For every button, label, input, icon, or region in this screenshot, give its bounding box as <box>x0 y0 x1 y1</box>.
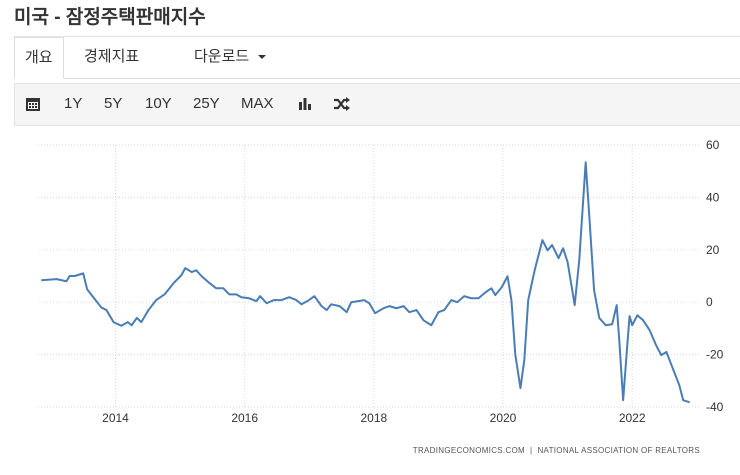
tab-label: 다운로드 <box>194 48 250 65</box>
calendar-icon[interactable] <box>25 96 41 112</box>
source-note: TRADINGECONOMICS.COM | NATIONAL ASSOCIAT… <box>413 446 700 455</box>
x-tick-label: 2016 <box>231 411 258 425</box>
x-tick-label: 2018 <box>360 411 387 425</box>
line-series <box>41 161 690 404</box>
range-button[interactable]: 10Y <box>145 95 172 112</box>
toolbar: 1Y 5Y 10Y 25Y MAX <box>14 83 740 126</box>
range-button[interactable]: 25Y <box>193 95 220 112</box>
tab[interactable]: 경제지표 <box>84 48 140 65</box>
y-tick-label: -20 <box>706 348 724 362</box>
y-tick-label: 0 <box>706 295 713 309</box>
caret <box>258 55 267 59</box>
chart: -40 -20 0 20 40 60 2014 2016 2018 2020 2022 TRADING… <box>38 138 724 455</box>
y-tick-label: 40 <box>706 190 720 204</box>
range-button[interactable]: MAX <box>241 95 274 112</box>
y-tick-label: 60 <box>706 138 720 152</box>
tab[interactable]: 다운로드 <box>194 37 267 77</box>
x-tick-label: 2022 <box>619 411 646 425</box>
shuffle-icon[interactable] <box>333 96 351 112</box>
y-tick-label: 20 <box>706 243 720 257</box>
bar-chart-icon[interactable] <box>298 97 312 111</box>
x-tick-label: 2014 <box>102 411 129 425</box>
tab-bar: 개요 경제지표 다운로드 <box>14 36 740 79</box>
range-button[interactable]: 1Y <box>64 95 83 112</box>
range-button[interactable]: 5Y <box>104 95 123 112</box>
x-tick-label: 2020 <box>490 411 517 425</box>
page-title: 미국 - 잠정주택판매지수 <box>14 7 206 28</box>
tab[interactable]: 개요 <box>14 37 64 79</box>
y-tick-label: -40 <box>706 400 724 414</box>
